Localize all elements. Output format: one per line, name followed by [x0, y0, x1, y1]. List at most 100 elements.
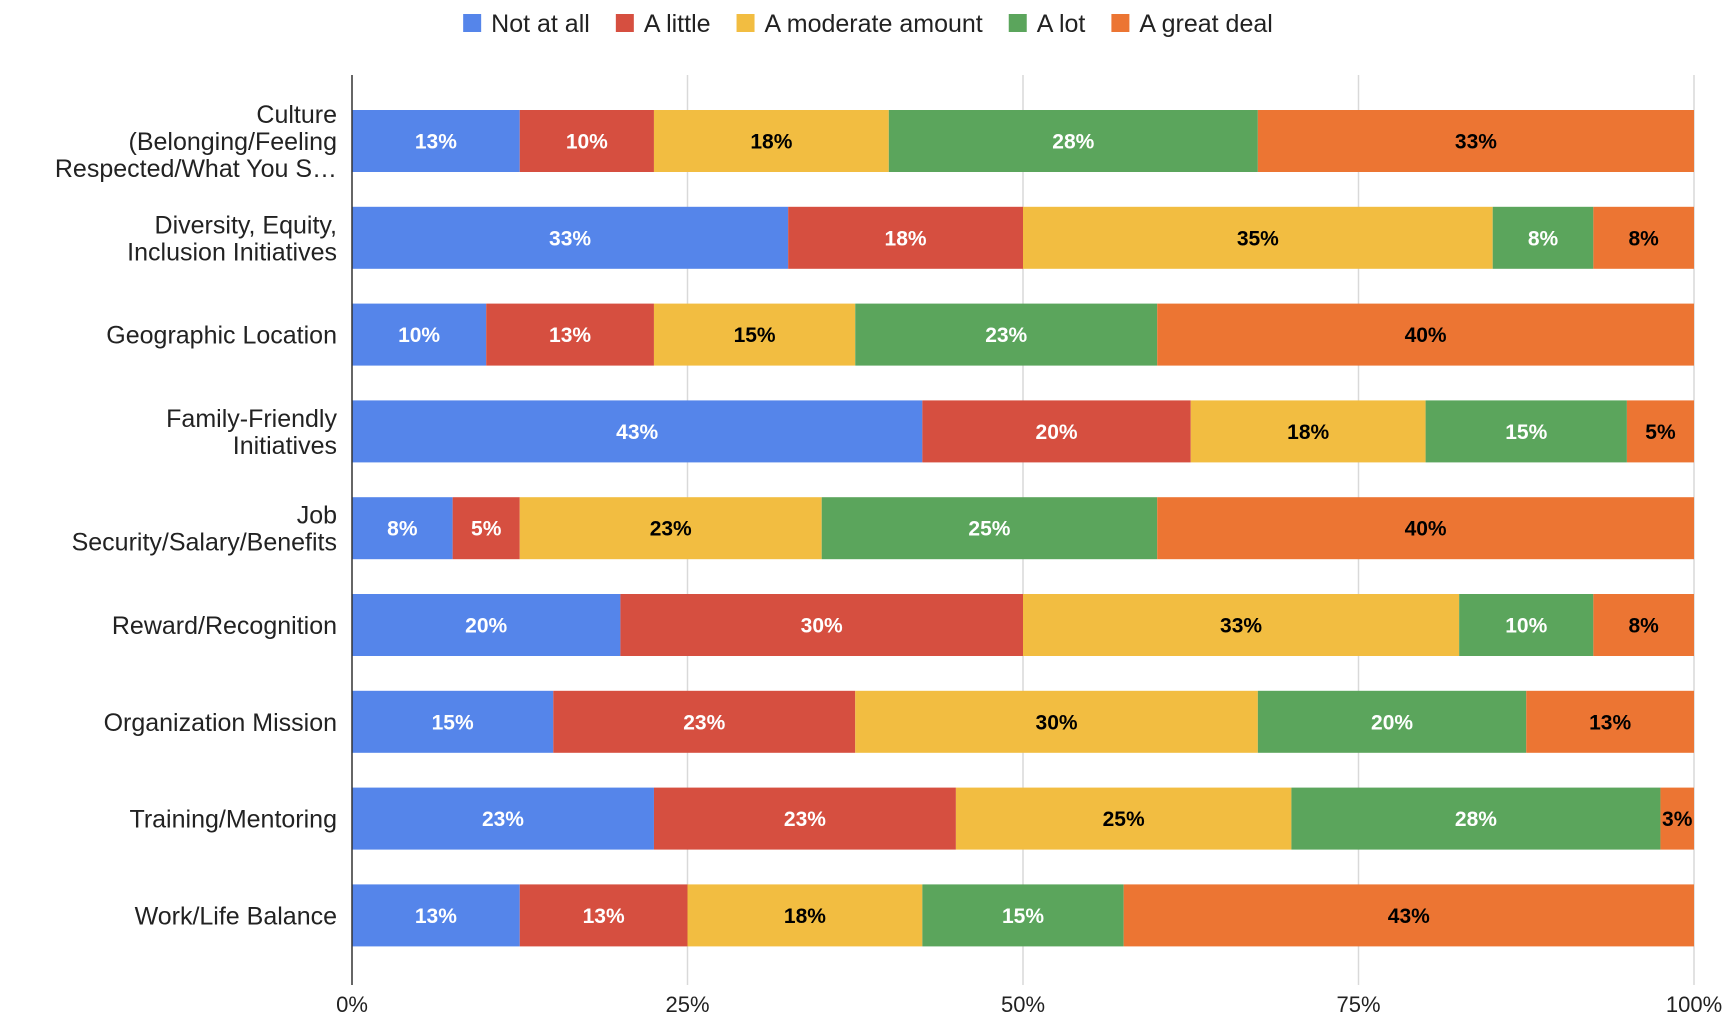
bar-value-label: 13% — [415, 905, 457, 928]
bar-value-label: 15% — [432, 711, 474, 734]
bar-value-label: 13% — [583, 905, 625, 928]
bar-segment — [352, 110, 520, 172]
bar-value-label: 13% — [549, 324, 591, 347]
bar-segment — [352, 884, 520, 947]
bar-segment — [519, 884, 688, 947]
legend-swatch — [1111, 14, 1130, 32]
bar-value-label: 8% — [387, 518, 418, 541]
legend-label: Not at all — [491, 10, 590, 38]
bar-segment — [922, 884, 1124, 947]
x-tick-label: 0% — [336, 992, 368, 1017]
legend: Not at all A little A moderate amount A lot… — [463, 10, 1273, 38]
category-label: Diversity, Equity, Inclusion Initiatives — [127, 211, 337, 266]
bar-value-label: 10% — [398, 324, 440, 347]
bar-value-label: 20% — [1036, 421, 1078, 444]
category-label-line: Reward/Recognition — [112, 612, 337, 640]
bar-value-label: 8% — [1628, 227, 1659, 250]
bar-row: 8% 5% 23% 25% 40% — [352, 497, 1694, 560]
bar-row: 13% 13% 18% 15% 43% — [352, 884, 1694, 947]
bar-value-label: 35% — [1237, 227, 1279, 250]
category-label: Reward/Recognition — [112, 612, 337, 640]
x-tick-label: 50% — [1001, 992, 1045, 1017]
category-label-line: Organization Mission — [104, 709, 337, 737]
bar-row: 15% 23% 30% 20% 13% — [352, 690, 1694, 753]
bar-segment — [1660, 787, 1694, 850]
bar-value-label: 10% — [566, 131, 608, 154]
bar-segment — [1157, 497, 1694, 560]
bar-value-label: 30% — [801, 615, 843, 638]
bar-value-label: 23% — [482, 808, 524, 831]
bar-value-label: 43% — [1388, 905, 1430, 928]
category-label: Organization Mission — [104, 709, 337, 737]
x-tick-label: 100% — [1666, 992, 1722, 1017]
category-label-line: Geographic Location — [106, 322, 337, 350]
bar-value-label: 23% — [784, 808, 826, 831]
bar-segment — [352, 400, 923, 463]
bar-segment — [922, 400, 1191, 463]
category-label: Family-Friendly Initiatives — [166, 405, 337, 460]
bar-segment — [1459, 594, 1594, 656]
bar-segment — [653, 787, 956, 850]
category-label-line: Job — [297, 502, 337, 530]
legend-label: A lot — [1037, 10, 1086, 38]
x-tick-label: 25% — [665, 992, 709, 1017]
bar-value-label: 23% — [985, 324, 1027, 347]
bar-value-label: 20% — [465, 615, 507, 638]
bar-value-label: 28% — [1052, 131, 1094, 154]
bar-value-label: 13% — [415, 131, 457, 154]
bar-value-label: 15% — [1002, 905, 1044, 928]
bar-segment — [352, 594, 621, 656]
bar-value-label: 40% — [1405, 518, 1447, 541]
bar-value-label: 23% — [683, 711, 725, 734]
bar-value-label: 23% — [650, 518, 692, 541]
bar-segment — [1257, 110, 1694, 172]
bar-segment — [1023, 594, 1460, 656]
bar-value-label: 18% — [784, 905, 826, 928]
legend-swatch — [736, 14, 755, 32]
bar-segment — [1190, 400, 1426, 463]
bar-segment — [1123, 884, 1694, 947]
bar-segment — [352, 787, 654, 850]
category-label: Geographic Location — [106, 322, 337, 350]
bar-value-label: 3% — [1662, 808, 1693, 831]
category-label: Training/Mentoring — [129, 806, 337, 834]
bar-segment — [1023, 206, 1493, 269]
bar-segment — [1291, 787, 1661, 850]
category-label-line: Work/Life Balance — [135, 902, 337, 930]
bar-value-label: 18% — [885, 227, 927, 250]
bar-row: 43% 20% 18% 15% 5% — [352, 400, 1694, 463]
x-tick-label: 75% — [1336, 992, 1380, 1017]
bar-value-label: 8% — [1528, 227, 1559, 250]
bar-segment — [1492, 206, 1594, 269]
bar-value-label: 5% — [471, 518, 502, 541]
bar-value-label: 40% — [1405, 324, 1447, 347]
category-label-line: (Belonging/Feeling — [129, 128, 337, 156]
legend-item: A lot — [1008, 10, 1086, 38]
category-label-line: Respected/What You S… — [55, 155, 337, 183]
category-label-line: Training/Mentoring — [129, 806, 337, 834]
category-label: Work/Life Balance — [135, 902, 337, 930]
bar-segment — [1526, 690, 1694, 753]
bar-segment — [687, 884, 923, 947]
bar-value-label: 33% — [1455, 131, 1497, 154]
bar-segment — [855, 303, 1158, 366]
legend-label: A moderate amount — [765, 10, 983, 38]
bar-segment — [519, 497, 822, 560]
bar-value-label: 10% — [1505, 615, 1547, 638]
category-label-line: Security/Salary/Benefits — [72, 529, 337, 557]
category-label-line: Initiatives — [233, 432, 337, 460]
bar-value-label: 33% — [1220, 615, 1262, 638]
bar-value-label: 30% — [1036, 711, 1078, 734]
legend-item: A moderate amount — [736, 10, 983, 38]
bar-segment — [1157, 303, 1694, 366]
bar-row: 33% 18% 35% 8% 8% — [352, 206, 1694, 269]
bar-segment — [352, 690, 554, 753]
bar-segment — [955, 787, 1292, 850]
category-labels: Culture (Belonging/Feeling Respected/What … — [55, 101, 338, 930]
bars: 13% 10% 18% 28% 33% 33% 18% 35% 8% 8% 10% 13% 15% 23%… — [352, 110, 1694, 947]
bar-segment — [1626, 400, 1694, 463]
bar-segment — [519, 110, 654, 172]
bar-segment — [452, 497, 520, 560]
bar-row: 10% 13% 15% 23% 40% — [352, 303, 1694, 366]
